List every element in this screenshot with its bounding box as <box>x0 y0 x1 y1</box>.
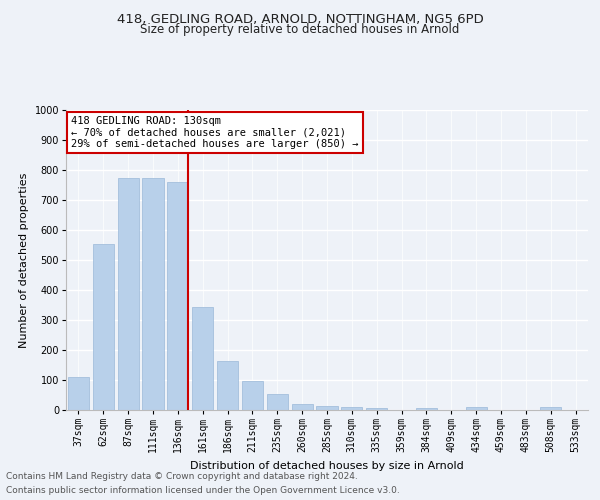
Bar <box>540 407 561 410</box>
Bar <box>68 377 89 410</box>
Text: Contains HM Land Registry data © Crown copyright and database right 2024.: Contains HM Land Registry data © Crown c… <box>6 472 358 481</box>
Bar <box>242 380 263 410</box>
Y-axis label: Number of detached properties: Number of detached properties <box>19 172 29 348</box>
Bar <box>93 244 114 410</box>
Bar <box>292 404 313 410</box>
Text: 418, GEDLING ROAD, ARNOLD, NOTTINGHAM, NG5 6PD: 418, GEDLING ROAD, ARNOLD, NOTTINGHAM, N… <box>116 12 484 26</box>
Bar <box>366 408 387 410</box>
Text: Contains public sector information licensed under the Open Government Licence v3: Contains public sector information licen… <box>6 486 400 495</box>
Text: Size of property relative to detached houses in Arnold: Size of property relative to detached ho… <box>140 22 460 36</box>
Bar <box>192 306 213 410</box>
Bar <box>217 360 238 410</box>
Bar <box>416 408 437 410</box>
Bar <box>167 182 188 410</box>
Bar <box>142 178 164 410</box>
Bar <box>316 406 338 410</box>
Bar <box>118 178 139 410</box>
Text: 418 GEDLING ROAD: 130sqm
← 70% of detached houses are smaller (2,021)
29% of sem: 418 GEDLING ROAD: 130sqm ← 70% of detach… <box>71 116 359 149</box>
X-axis label: Distribution of detached houses by size in Arnold: Distribution of detached houses by size … <box>190 460 464 470</box>
Bar <box>267 394 288 410</box>
Bar <box>341 407 362 410</box>
Bar <box>466 407 487 410</box>
